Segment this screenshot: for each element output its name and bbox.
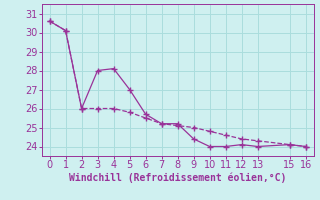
X-axis label: Windchill (Refroidissement éolien,°C): Windchill (Refroidissement éolien,°C) <box>69 173 286 183</box>
